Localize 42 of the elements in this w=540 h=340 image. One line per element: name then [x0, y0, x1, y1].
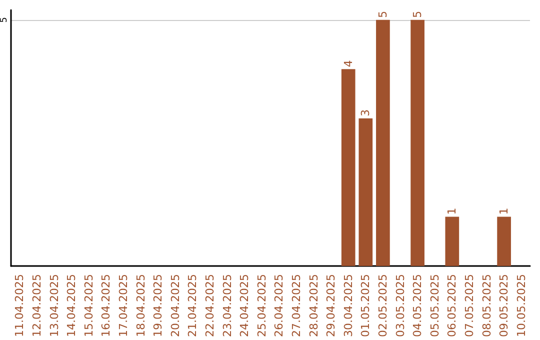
data-label: 5	[411, 10, 424, 18]
bar	[358, 118, 373, 266]
x-tick-label: 14.04.2025	[65, 274, 78, 338]
x-tick-label: 18.04.2025	[134, 274, 148, 338]
x-tick-label: 19.04.2025	[152, 274, 165, 338]
x-tick-label: 12.04.2025	[30, 274, 44, 338]
x-tick-label: 11.04.2025	[13, 274, 26, 338]
x-tick-label: 04.05.2025	[411, 274, 424, 338]
x-tick-label: 13.04.2025	[48, 274, 61, 338]
x-tick-label: 20.04.2025	[168, 274, 182, 338]
data-label: 5	[376, 10, 390, 18]
x-tick-label: 10.05.2025	[514, 274, 528, 338]
x-tick-label: 28.04.2025	[307, 274, 320, 338]
bar	[410, 20, 424, 266]
data-label: 1	[446, 208, 459, 215]
x-tick-label: 21.04.2025	[186, 274, 200, 338]
x-tick-label: 02.05.2025	[376, 274, 390, 338]
x-tick-label: 16.04.2025	[100, 274, 113, 338]
bar	[376, 20, 390, 266]
x-tick-label: 30.04.2025	[342, 274, 355, 338]
x-tick-label: 15.04.2025	[82, 274, 96, 338]
x-tick-label: 25.04.2025	[255, 274, 268, 338]
x-tick-label: 24.04.2025	[238, 274, 252, 338]
x-tick-label: 05.05.2025	[428, 274, 442, 338]
bar	[445, 216, 460, 266]
bar	[341, 69, 356, 266]
x-tick-label: 23.04.2025	[220, 274, 234, 338]
x-tick-label: 17.04.2025	[116, 274, 130, 338]
x-tick-label: 29.04.2025	[324, 274, 338, 338]
x-tick-label: 07.05.2025	[462, 274, 476, 338]
x-tick-label: 22.04.2025	[203, 274, 216, 338]
data-label: 3	[359, 109, 372, 116]
x-tick-label: 27.04.2025	[290, 274, 303, 338]
x-tick-label: 03.05.2025	[394, 274, 407, 338]
x-tick-label: 09.05.2025	[498, 274, 511, 338]
bar	[497, 216, 511, 266]
data-label: 1	[498, 208, 511, 215]
x-tick-label: 08.05.2025	[480, 274, 494, 338]
x-tick-label: 26.04.2025	[272, 274, 286, 338]
x-tick-label: 06.05.2025	[446, 274, 459, 338]
x-tick-label: 01.05.2025	[359, 274, 372, 338]
data-label: 4	[342, 60, 355, 68]
